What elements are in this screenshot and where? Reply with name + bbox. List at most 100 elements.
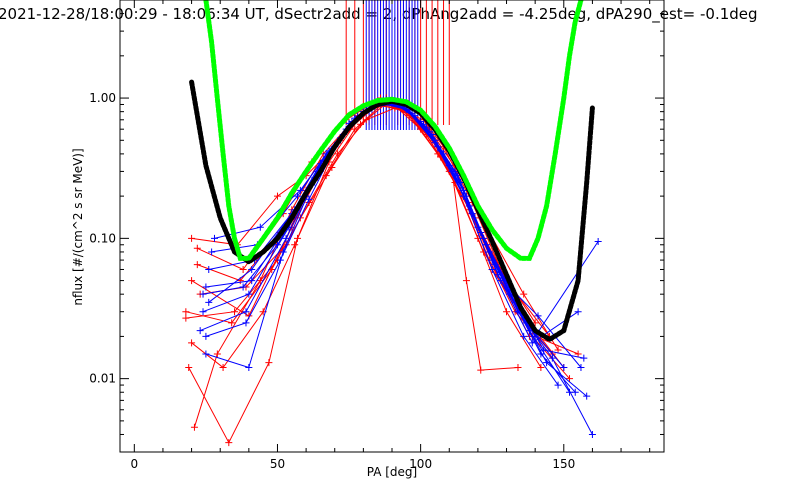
x-tick-label: 150 xyxy=(552,457,575,471)
blue-trace-line xyxy=(205,102,565,368)
blue-data-point xyxy=(205,265,213,273)
red-data-point xyxy=(213,350,221,358)
blue-data-point xyxy=(242,319,250,327)
red-data-point xyxy=(328,163,336,171)
red-data-point xyxy=(225,439,233,447)
blue-data-point xyxy=(505,290,513,298)
blue-data-point xyxy=(574,308,582,316)
red-data-point xyxy=(182,308,190,316)
red-data-point xyxy=(520,290,528,298)
blue-data-point xyxy=(594,237,602,245)
blue-data-point xyxy=(205,298,213,306)
red-data-point xyxy=(462,277,470,285)
blue-data-point xyxy=(488,265,496,273)
blue-data-point xyxy=(245,290,253,298)
plot-area xyxy=(182,0,602,447)
x-tick-label: 0 xyxy=(130,457,138,471)
blue-data-point xyxy=(245,364,253,372)
blue-data-point xyxy=(199,290,207,298)
blue-data-point xyxy=(276,256,284,264)
blue-data-point xyxy=(305,195,313,203)
blue-data-point xyxy=(202,350,210,358)
blue-data-point xyxy=(256,223,264,231)
red-trace-line xyxy=(191,102,530,369)
blue-data-point xyxy=(242,308,250,316)
red-trace-line xyxy=(191,104,559,351)
blue-data-point xyxy=(577,364,585,372)
y-tick-label: 0.10 xyxy=(89,231,116,245)
blue-data-point xyxy=(210,234,218,242)
red-data-point xyxy=(239,265,247,273)
blue-data-point xyxy=(202,283,210,291)
red-data-point xyxy=(265,359,273,367)
blue-data-point xyxy=(537,350,545,358)
blue-trace-line xyxy=(208,101,559,386)
blue-data-point xyxy=(419,120,427,128)
blue-data-point xyxy=(294,192,302,200)
blue-trace-line xyxy=(208,100,570,393)
blue-data-point xyxy=(520,332,528,340)
red-data-point xyxy=(574,350,582,358)
blue-data-point xyxy=(583,392,591,400)
red-data-point xyxy=(219,364,227,372)
blue-data-point xyxy=(580,354,588,362)
red-data-point xyxy=(273,192,281,200)
red-data-point xyxy=(554,346,562,354)
blue-data-point xyxy=(239,283,247,291)
y-axis-label: nflux [#/(cm^2 s sr MeV)] xyxy=(71,148,85,305)
blue-data-point xyxy=(477,229,485,237)
blue-data-point xyxy=(571,388,579,396)
blue-data-point xyxy=(588,430,596,438)
y-tick-label: 0.01 xyxy=(89,372,116,386)
blue-data-point xyxy=(199,308,207,316)
blue-data-point xyxy=(296,186,304,194)
x-axis-label: PA [deg] xyxy=(367,465,417,479)
blue-data-point xyxy=(196,327,204,335)
red-data-point xyxy=(193,244,201,252)
blue-data-point xyxy=(560,364,568,372)
red-data-point xyxy=(514,364,522,372)
red-trace-line xyxy=(185,100,570,379)
plot-content xyxy=(182,0,602,447)
green-fit-curve xyxy=(203,0,584,261)
red-data-point xyxy=(188,339,196,347)
blue-data-point xyxy=(548,354,556,362)
blue-data-point xyxy=(248,265,256,273)
red-data-point xyxy=(193,261,201,269)
x-axis: 0 50 100 150 xyxy=(130,0,651,471)
x-tick-label: 100 xyxy=(409,457,432,471)
blue-data-point xyxy=(273,241,281,249)
y-tick-label: 1.00 xyxy=(89,91,116,105)
blue-data-point xyxy=(202,332,210,340)
blue-data-point xyxy=(540,346,548,354)
red-data-point xyxy=(188,277,196,285)
red-data-point xyxy=(188,234,196,242)
red-data-point xyxy=(185,364,193,372)
red-data-point xyxy=(190,423,198,431)
red-trace-line xyxy=(197,97,550,337)
red-trace-line xyxy=(188,102,542,444)
red-data-point xyxy=(231,308,239,316)
blue-data-point xyxy=(282,234,290,242)
blue-trace-line xyxy=(214,98,599,338)
red-data-point xyxy=(351,125,359,133)
red-data-point xyxy=(503,308,511,316)
blue-data-point xyxy=(531,332,539,340)
red-data-point xyxy=(182,314,190,322)
red-trace-line xyxy=(200,107,519,371)
red-data-point xyxy=(322,172,330,180)
red-data-point xyxy=(537,364,545,372)
blue-trace-line xyxy=(200,103,588,397)
blue-data-point xyxy=(208,248,216,256)
red-data-point xyxy=(228,319,236,327)
red-data-point xyxy=(291,241,299,249)
red-data-point xyxy=(477,366,485,374)
red-trace-line xyxy=(193,97,536,428)
x-tick-label: 50 xyxy=(270,457,285,471)
blue-data-point xyxy=(248,277,256,285)
blue-data-point xyxy=(554,381,562,389)
blue-trace-line xyxy=(202,103,593,435)
red-data-point xyxy=(566,375,574,383)
blue-data-point xyxy=(534,312,542,320)
